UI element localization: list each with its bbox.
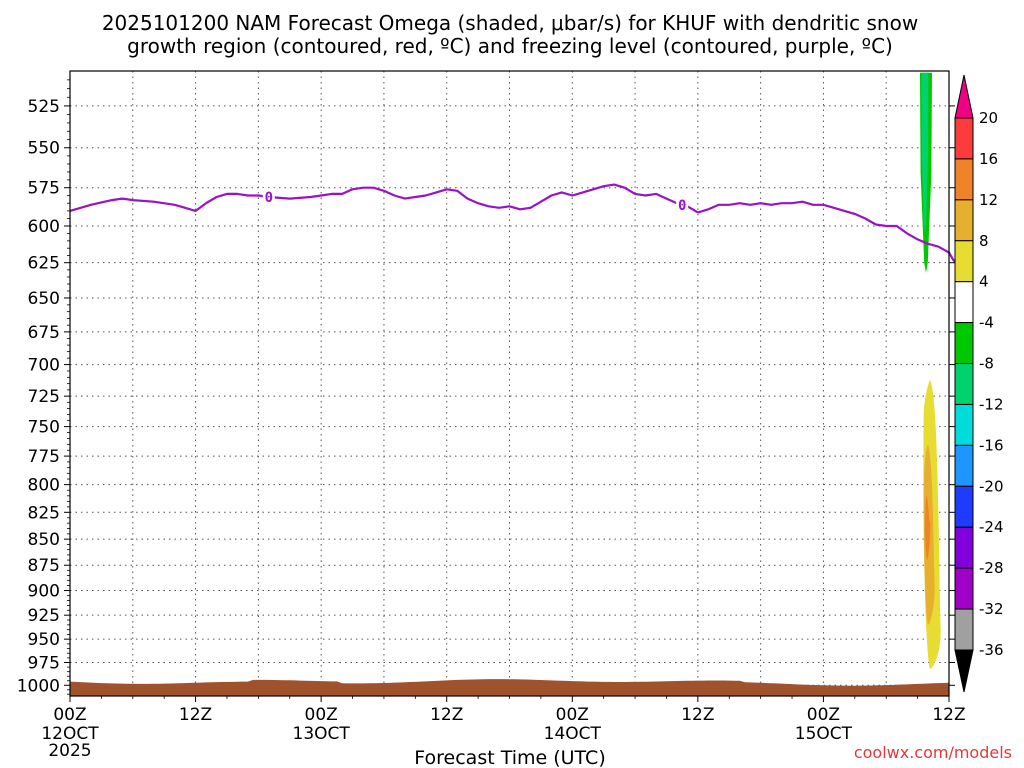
y-tick-label: 925 bbox=[28, 606, 60, 626]
y-tick-label: 675 bbox=[28, 323, 60, 343]
colorbar: 20 16 12 8 4 -4 -8 -12 -16 -20 -24 -28 -32 -36 bbox=[954, 74, 1004, 693]
colorbar-segment bbox=[954, 322, 974, 365]
colorbar-label: -32 bbox=[979, 600, 1004, 618]
x-tick-label: 12Z bbox=[932, 705, 965, 725]
plot-area bbox=[70, 71, 949, 696]
colorbar-label: -16 bbox=[979, 436, 1004, 454]
colorbar-segment bbox=[954, 567, 974, 610]
y-tick-label: 725 bbox=[28, 387, 60, 407]
colorbar-segment bbox=[954, 444, 974, 487]
credit-text: coolwx.com/models bbox=[854, 743, 1012, 762]
freezing-level-line bbox=[69, 183, 959, 265]
x-tick-label: 12Z bbox=[179, 705, 212, 725]
colorbar-label: -28 bbox=[979, 559, 1004, 577]
x-tick-date: 14OCT bbox=[544, 724, 602, 744]
freezing-label-bg bbox=[262, 188, 275, 205]
y-tick-label: 600 bbox=[28, 217, 60, 237]
y-axis-ticks: 525 550 575 600 625 650 675 700 725 750 775 800 825 8… bbox=[17, 79, 955, 696]
x-tick-label: 00Z bbox=[305, 705, 338, 725]
y-tick-label: 525 bbox=[28, 97, 60, 117]
y-tick-label: 900 bbox=[28, 582, 60, 602]
freezing-level-label: 0 bbox=[678, 198, 686, 214]
x-tick-label: 00Z bbox=[807, 705, 840, 725]
y-tick-label: 975 bbox=[28, 654, 60, 674]
x-tick-year: 2025 bbox=[48, 741, 91, 761]
colorbar-segment bbox=[954, 526, 974, 569]
colorbar-label: -24 bbox=[979, 518, 1004, 536]
omega-region bbox=[921, 72, 929, 234]
colorbar-label: -12 bbox=[979, 395, 1004, 413]
terrain-layer bbox=[70, 679, 949, 696]
colorbar-label: 8 bbox=[979, 232, 989, 250]
x-tick-date: 13OCT bbox=[293, 724, 351, 744]
terrain-fill bbox=[70, 679, 949, 696]
freezing-label-bg bbox=[676, 195, 689, 212]
colorbar-label: 12 bbox=[979, 191, 998, 209]
colorbar-segment bbox=[954, 485, 974, 528]
x-tick-date: 15OCT bbox=[795, 724, 853, 744]
colorbar-label: -8 bbox=[979, 355, 994, 373]
y-tick-label: 625 bbox=[28, 254, 60, 274]
colorbar-segment bbox=[954, 158, 974, 201]
x-axis-label: Forecast Time (UTC) bbox=[414, 747, 605, 768]
colorbar-segment bbox=[954, 281, 974, 324]
y-tick-label: 750 bbox=[28, 418, 60, 438]
y-tick-label: 575 bbox=[28, 179, 60, 199]
x-tick-label: 00Z bbox=[53, 705, 86, 725]
colorbar-segment bbox=[954, 240, 974, 283]
y-tick-label: 800 bbox=[28, 476, 60, 496]
chart-title-line1: 2025101200 NAM Forecast Omega (shaded, μ… bbox=[102, 11, 918, 35]
x-tick-label: 12Z bbox=[681, 705, 714, 725]
x-tick-label: 00Z bbox=[556, 705, 589, 725]
colorbar-segment bbox=[954, 608, 974, 651]
colorbar-label: -20 bbox=[979, 477, 1004, 495]
y-tick-label: 875 bbox=[28, 556, 60, 576]
y-tick-label: 850 bbox=[28, 530, 60, 550]
omega-region bbox=[924, 495, 931, 561]
y-tick-label: 1000 bbox=[17, 676, 60, 696]
colorbar-label: 4 bbox=[979, 273, 989, 291]
colorbar-label: 16 bbox=[979, 150, 998, 168]
colorbar-label: -36 bbox=[979, 641, 1004, 659]
y-tick-label: 950 bbox=[28, 630, 60, 650]
grid-lines bbox=[70, 71, 949, 696]
y-tick-label: 650 bbox=[28, 289, 60, 309]
chart-title-line2: growth region (contoured, red, ºC) and f… bbox=[127, 34, 893, 58]
colorbar-label: -4 bbox=[979, 314, 994, 332]
y-tick-label: 775 bbox=[28, 447, 60, 467]
colorbar-bottom-arrow bbox=[954, 649, 974, 693]
colorbar-segment bbox=[954, 199, 974, 242]
x-tick-date: 12OCT bbox=[41, 724, 99, 744]
x-tick-label: 12Z bbox=[430, 705, 463, 725]
colorbar-label: 20 bbox=[979, 109, 998, 127]
y-tick-label: 825 bbox=[28, 503, 60, 523]
y-tick-label: 550 bbox=[28, 139, 60, 159]
colorbar-segment bbox=[954, 363, 974, 405]
y-tick-label: 700 bbox=[28, 356, 60, 376]
colorbar-top-arrow bbox=[954, 74, 974, 119]
colorbar-segment bbox=[954, 117, 974, 160]
omega-shading bbox=[919, 72, 941, 669]
colorbar-segment bbox=[954, 403, 974, 446]
freezing-level-label: 0 bbox=[265, 190, 273, 206]
